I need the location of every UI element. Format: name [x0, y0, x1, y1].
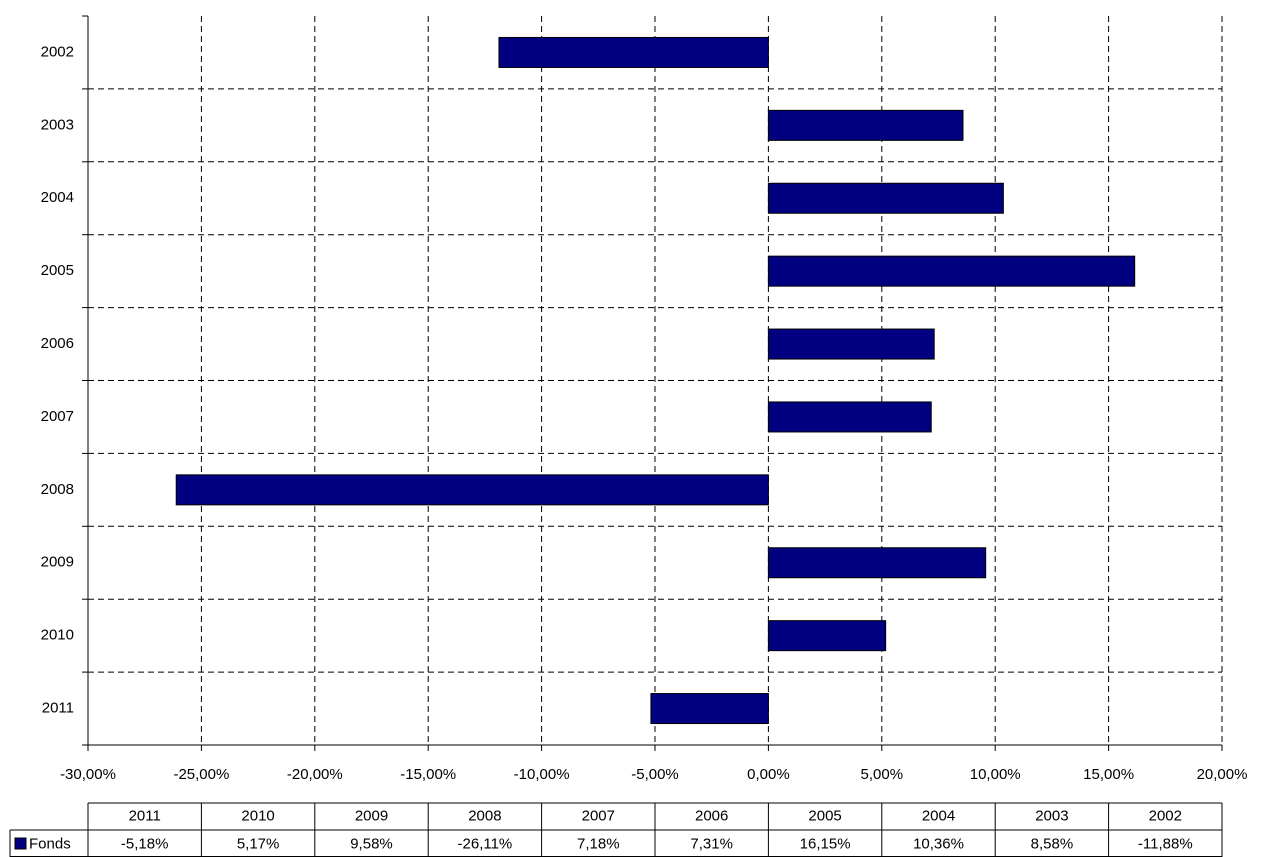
table-header-cell: 2010	[241, 807, 274, 824]
category-label: 2006	[41, 335, 74, 352]
x-tick-label: -15,00%	[400, 766, 456, 783]
category-label: 2003	[41, 116, 74, 133]
legend-swatch-fonds	[14, 837, 27, 850]
x-tick-label: 0,00%	[747, 766, 790, 783]
data-table: 2011 2010 2009 2008 2007 2006 2005 2004 2003 2002…	[9, 802, 1223, 857]
x-tick-label: -5,00%	[631, 766, 679, 783]
x-tick-label: -10,00%	[514, 766, 570, 783]
table-header-cell: 2003	[1035, 807, 1068, 824]
table-header-cell: 2004	[922, 807, 955, 824]
category-label: 2008	[41, 481, 74, 498]
bar-2010	[767, 620, 887, 652]
table-value-cell: 9,58%	[350, 835, 393, 852]
grid-lines	[88, 16, 1223, 745]
bar-2003	[767, 109, 964, 141]
bar-2008	[175, 474, 769, 506]
table-header-cell: 2008	[468, 807, 501, 824]
table-value-cell: 16,15%	[800, 835, 851, 852]
bar-2002	[498, 36, 769, 68]
table-value-cell: -26,11%	[458, 835, 513, 852]
table-header-cell: 2007	[582, 807, 615, 824]
x-axis-labels: -30,00% -25,00% -20,00% -15,00% -10,00% -5,00…	[60, 766, 1247, 783]
category-label: 2005	[41, 262, 74, 279]
legend-label-fonds: Fonds	[29, 835, 71, 852]
category-label: 2009	[41, 554, 74, 571]
category-label: 2011	[42, 700, 74, 717]
table-header-cell: 2011	[129, 807, 161, 824]
table-value-cell: 5,17%	[237, 835, 280, 852]
x-tick-label: -30,00%	[60, 766, 116, 783]
x-tick-label: -25,00%	[173, 766, 229, 783]
y-axis-labels: 2002 2003 2004 2005 2006 2007 2008 2009 2010 2011	[41, 43, 74, 716]
bar-2007	[767, 401, 932, 433]
table-value-cell: -11,88%	[1138, 835, 1193, 852]
category-label: 2002	[41, 43, 74, 60]
x-tick-label: -20,00%	[287, 766, 343, 783]
bars	[175, 36, 1136, 725]
x-tick-label: 20,00%	[1197, 766, 1248, 783]
table-value-cell: 7,18%	[577, 835, 620, 852]
table-value-cell: 10,36%	[913, 835, 964, 852]
axes	[82, 15, 1223, 751]
bar-2011	[650, 693, 769, 725]
x-tick-label: 10,00%	[970, 766, 1021, 783]
x-tick-label: 5,00%	[861, 766, 904, 783]
table-value-cell: -5,18%	[121, 835, 169, 852]
category-label: 2007	[41, 408, 74, 425]
table-header-cell: 2009	[355, 807, 388, 824]
bar-2004	[767, 182, 1004, 214]
category-label: 2004	[41, 189, 74, 206]
x-tick-label: 15,00%	[1083, 766, 1134, 783]
table-header-cell: 2005	[808, 807, 841, 824]
bar-2005	[767, 255, 1136, 287]
category-label: 2010	[41, 627, 74, 644]
table-header-cell: 2006	[695, 807, 728, 824]
table-value-cell: 7,31%	[690, 835, 733, 852]
table-header-cell: 2002	[1149, 807, 1182, 824]
bar-2006	[767, 328, 935, 360]
bar-2009	[767, 547, 987, 579]
table-value-cell: 8,58%	[1031, 835, 1074, 852]
